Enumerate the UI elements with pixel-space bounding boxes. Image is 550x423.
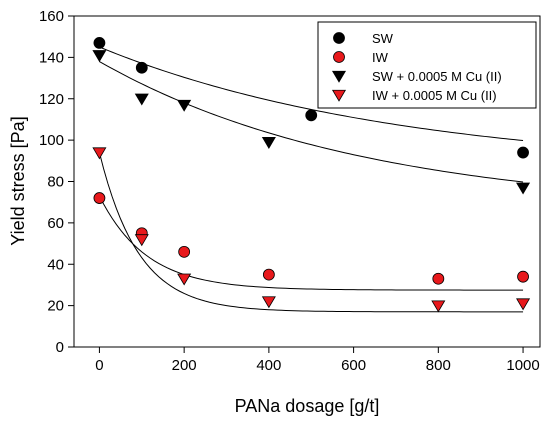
x-tick-label: 600	[341, 357, 366, 374]
data-points	[92, 36, 531, 313]
data-point-iw-0-0005-m-cu-ii	[134, 234, 149, 247]
data-point-sw-0-0005-m-cu-ii	[516, 182, 531, 195]
y-tick-label: 100	[39, 132, 64, 149]
data-point-sw	[93, 36, 106, 49]
data-point-iw	[93, 192, 106, 204]
legend-label-sw-0-0005-m-cu-ii: SW + 0.0005 M Cu (II)	[372, 69, 502, 84]
data-point-iw-0-0005-m-cu-ii	[261, 296, 276, 309]
y-tick-label: 160	[39, 8, 64, 25]
x-tick-label: 800	[426, 357, 451, 374]
x-tick-label: 400	[256, 357, 281, 374]
y-tick-label: 60	[47, 215, 64, 232]
data-point-iw-0-0005-m-cu-ii	[92, 147, 107, 160]
data-point-sw	[305, 109, 318, 122]
fit-curve-sw-0-0005-m-cu-ii	[99, 61, 524, 183]
fit-curve-iw	[98, 195, 524, 291]
legend-box	[317, 21, 537, 109]
legend-marker-iw-0-0005-m-cu-ii	[331, 89, 347, 102]
x-tick-label: 1000	[506, 357, 539, 374]
legend-label-iw: IW	[372, 50, 389, 65]
y-tick-label: 40	[47, 256, 64, 273]
y-tick-label: 20	[47, 298, 64, 315]
data-point-iw-0-0005-m-cu-ii	[177, 273, 192, 286]
x-tick-label: 0	[95, 357, 103, 374]
y-axis-title: Yield stress [Pa]	[8, 116, 28, 245]
legend-marker-sw-0-0005-m-cu-ii	[331, 70, 347, 83]
legend-marker-sw	[333, 32, 345, 44]
y-axis-ticks: 0 20 40 60 80 100 120 140 160	[39, 8, 74, 356]
y-tick-label: 80	[47, 174, 64, 191]
x-axis-ticks: 0 200 400 600 800 1000	[95, 347, 540, 374]
y-tick-label: 140	[39, 49, 64, 66]
legend-label-sw: SW	[372, 31, 394, 46]
x-axis-title: PANa dosage [g/t]	[235, 396, 380, 416]
data-point-sw-0-0005-m-cu-ii	[261, 137, 276, 149]
data-point-iw-0-0005-m-cu-ii	[516, 298, 531, 311]
data-point-sw-0-0005-m-cu-ii	[92, 50, 107, 63]
data-point-sw	[517, 146, 529, 159]
legend: SW IW SW + 0.0005 M Cu (II) IW + 0.0005 M C…	[317, 21, 537, 109]
data-point-sw-0-0005-m-cu-ii	[177, 99, 192, 112]
data-point-iw	[178, 245, 191, 258]
data-point-iw	[262, 268, 275, 281]
data-point-iw	[432, 272, 445, 285]
data-point-iw-0-0005-m-cu-ii	[431, 300, 446, 313]
data-point-sw-0-0005-m-cu-ii	[134, 93, 149, 106]
data-point-sw	[135, 61, 148, 74]
x-tick-label: 200	[172, 357, 197, 374]
legend-marker-iw	[333, 51, 345, 63]
data-point-iw	[517, 270, 529, 283]
y-tick-label: 0	[56, 339, 64, 356]
fit-curve-iw-0-0005-m-cu-ii	[98, 152, 524, 313]
y-tick-label: 120	[39, 91, 64, 108]
legend-label-iw-0-0005-m-cu-ii: IW + 0.0005 M Cu (II)	[372, 88, 497, 103]
